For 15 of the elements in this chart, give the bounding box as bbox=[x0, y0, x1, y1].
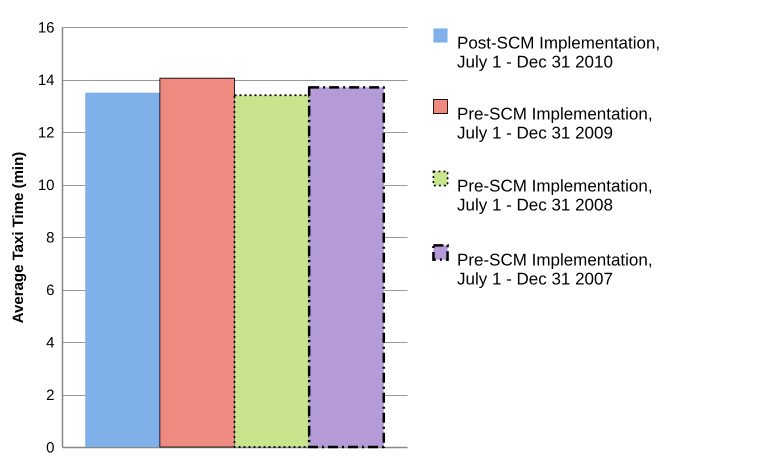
bar bbox=[85, 92, 160, 447]
y-tick-label: 14 bbox=[38, 72, 54, 89]
legend-label: Pre-SCM Implementation, July 1 - Dec 31 2009 bbox=[457, 104, 653, 142]
y-tick-label: 8 bbox=[46, 230, 54, 246]
y-axis-title: Average Taxi Time (min) bbox=[10, 152, 27, 324]
y-tick-label: 12 bbox=[38, 124, 54, 142]
y-tick-label: 2 bbox=[46, 387, 54, 404]
y-tick-label: 4 bbox=[46, 334, 54, 352]
legend-label: Pre-SCM Implementation, July 1 - Dec 31 2008 bbox=[457, 176, 653, 214]
legend-label: Pre-SCM Implementation, July 1 - Dec 31 2007 bbox=[457, 250, 653, 288]
y-tick-label: 16 bbox=[38, 20, 54, 36]
y-tick-label: 0 bbox=[46, 440, 54, 456]
y-tick-label: 6 bbox=[46, 282, 54, 299]
y-tick-label: 10 bbox=[38, 177, 54, 194]
legend-label: Post-SCM Implementation, July 1 - Dec 31 2010 bbox=[457, 34, 660, 72]
